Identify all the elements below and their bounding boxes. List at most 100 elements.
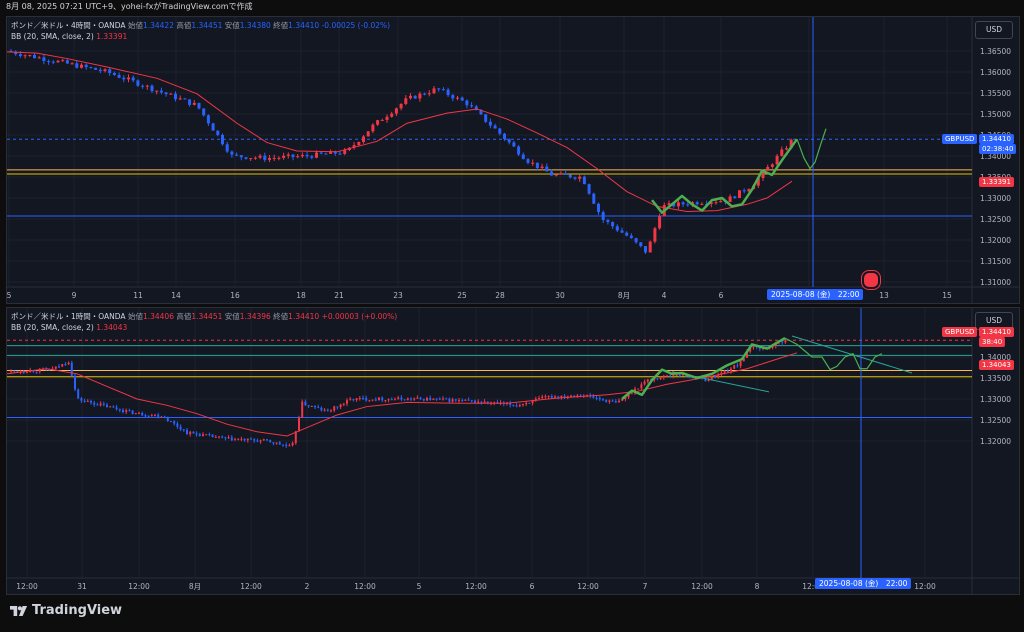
price-axis-label: 1.33000 <box>980 194 1011 203</box>
candle-body <box>90 400 92 403</box>
candle-body <box>365 398 368 401</box>
candle-body <box>573 395 576 397</box>
candle-body <box>192 431 195 434</box>
candle-body <box>155 90 159 92</box>
bb-label: BB (20, SMA, close, 2) <box>11 32 94 41</box>
candle-body <box>103 69 107 72</box>
candle-body <box>225 144 229 152</box>
bar-countdown: 02:38:40 <box>979 144 1017 154</box>
price-axis-label: 1.32000 <box>980 437 1011 446</box>
candle-body <box>621 399 624 401</box>
currency-button[interactable]: USD <box>975 21 1013 39</box>
symbol-title[interactable]: ポンド／米ドル・4時間・OANDA <box>11 21 126 30</box>
candle-body <box>672 374 675 376</box>
economic-event-icon[interactable] <box>862 271 880 289</box>
bb-price-tag: 1.34043 <box>979 360 1014 370</box>
ohlc-values: 始値1.34406 高値1.34451 安値1.34396 終値1.34410 <box>128 312 322 321</box>
candle-body <box>26 372 28 374</box>
candle-body <box>94 67 98 70</box>
candle-body <box>528 402 531 404</box>
candle-body <box>394 399 396 401</box>
candle-body <box>771 346 774 348</box>
forecast-path-drawing <box>784 337 883 371</box>
time-axis-label: 21 <box>334 291 344 300</box>
candle-body <box>376 120 380 125</box>
candle-body <box>291 154 295 158</box>
candle-body <box>109 406 112 408</box>
window-title: 8月 08, 2025 07:21 UTC+9、yohei-fxがTrading… <box>6 2 253 11</box>
window-title-bar: 8月 08, 2025 07:21 UTC+9、yohei-fxがTrading… <box>0 0 1024 14</box>
time-axis-label: 2 <box>305 582 310 591</box>
candle-body <box>416 397 419 399</box>
candle-body <box>570 395 572 397</box>
candle-body <box>182 429 185 431</box>
candle-body <box>467 399 470 401</box>
candle-body <box>587 184 591 194</box>
candle-body <box>667 203 671 206</box>
bollinger-middle-line <box>7 352 798 437</box>
candle-body <box>780 149 784 156</box>
candle-body <box>458 400 460 402</box>
candle-body <box>484 114 488 122</box>
time-axis-label: 12:00 <box>16 582 38 591</box>
candle-body <box>54 366 57 369</box>
candle-body <box>227 437 230 439</box>
candle-body <box>166 417 169 422</box>
candle-body <box>432 88 436 94</box>
candle-body <box>352 399 355 401</box>
candle-body <box>368 400 371 402</box>
candle-body <box>118 409 121 411</box>
tradingview-logo[interactable]: TradingView <box>10 603 122 618</box>
candle-body <box>173 421 176 424</box>
candle-body <box>749 347 752 352</box>
candle-body <box>277 157 281 159</box>
candle-body <box>381 397 384 401</box>
candle-body <box>456 97 459 99</box>
candle-body <box>80 64 83 68</box>
candle-body <box>592 396 595 398</box>
candle-body <box>646 379 649 382</box>
bb-legend-4h[interactable]: BB (20, SMA, close, 2) 1.33391 <box>11 32 127 42</box>
candle-body <box>58 366 60 368</box>
symbol-title[interactable]: ポンド／米ドル・1時間・OANDA <box>11 312 126 321</box>
candle-body <box>83 400 86 402</box>
candle-body <box>566 396 569 398</box>
ohlc-value: 1.34396 <box>239 312 271 321</box>
bb-legend-1h[interactable]: BB (20, SMA, close, 2) 1.34043 <box>11 323 127 333</box>
candle-body <box>397 397 400 400</box>
candle-body <box>343 149 347 154</box>
candle-body <box>10 370 12 372</box>
candle-body <box>557 396 560 398</box>
candle-body <box>51 61 55 63</box>
candle-body <box>518 404 521 407</box>
candle-body <box>432 398 435 401</box>
chart-canvas-1h[interactable]: 1.34000 1.33500 1.33000 1.32500 1.32000 12:00… <box>7 308 1019 594</box>
candle-body <box>362 398 364 400</box>
candle-body <box>211 123 215 131</box>
candle-body <box>413 95 417 99</box>
symbol-price-tag: GBPUSD <box>942 134 978 144</box>
candle-body <box>625 232 629 236</box>
chart-canvas-4h[interactable]: 1.365001.360001.355001.350001.345001.340… <box>7 17 1019 303</box>
candle-body <box>189 431 192 435</box>
price-axis-label: 1.31500 <box>980 257 1011 266</box>
candle-body <box>597 203 600 213</box>
candle-body <box>301 401 304 418</box>
time-axis-label: 6 <box>530 582 535 591</box>
price-axis-label: 1.33000 <box>980 395 1011 404</box>
candle-body <box>438 398 441 400</box>
candle-body <box>525 402 528 405</box>
candle-body <box>435 398 438 400</box>
candle-body <box>419 397 422 399</box>
chart-pane-1h[interactable]: 1.34000 1.33500 1.33000 1.32500 1.32000 12:00… <box>6 307 1020 595</box>
candle-body <box>352 145 356 148</box>
candle-body <box>47 61 51 63</box>
brand-name: TradingView <box>32 603 123 618</box>
candle-body <box>672 203 676 207</box>
candle-body <box>150 415 153 417</box>
candle-body <box>761 170 765 179</box>
candle-body <box>460 97 464 101</box>
time-axis-label: 30 <box>555 291 565 300</box>
chart-pane-4h[interactable]: 1.365001.360001.355001.350001.345001.340… <box>6 16 1020 304</box>
price-axis-label: 1.34000 <box>980 353 1011 362</box>
